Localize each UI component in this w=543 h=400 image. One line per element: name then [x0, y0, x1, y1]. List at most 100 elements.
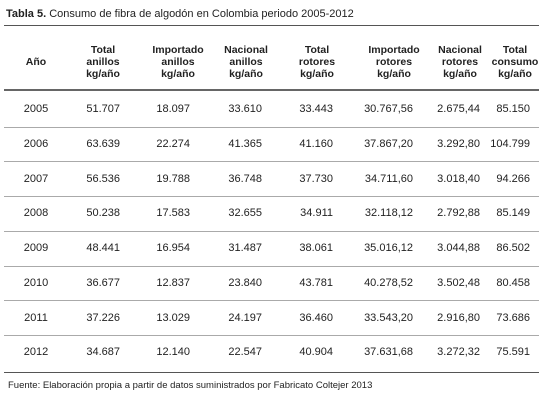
- row-separator: [4, 266, 539, 267]
- value-cell: 2.916,80: [437, 311, 480, 324]
- value-cell: 40.904: [299, 346, 333, 359]
- value-cell: 40.278,52: [364, 276, 413, 289]
- footnote: Fuente: Elaboración propia a partir de d…: [8, 380, 373, 391]
- title: Tabla 5. Consumo de fibra de algodón en …: [6, 8, 354, 20]
- rule: [4, 372, 539, 373]
- row-separator: [4, 300, 539, 301]
- value-cell: 2.792,88: [437, 207, 480, 220]
- rule: [4, 89, 539, 91]
- value-cell: 3.502,48: [437, 276, 480, 289]
- year-cell: 2007: [23, 172, 49, 185]
- year-cell: 2011: [24, 311, 48, 324]
- value-cell: 33.610: [228, 103, 262, 116]
- year-cell: 2010: [23, 276, 49, 289]
- value-cell: 33.443: [299, 103, 333, 116]
- row-separator: [4, 161, 539, 162]
- value-cell: 104.799: [490, 138, 530, 151]
- value-cell: 38.061: [299, 242, 333, 255]
- value-cell: 48.441: [86, 242, 120, 255]
- row-separator: [4, 335, 539, 336]
- year-cell: 2008: [23, 207, 49, 220]
- value-cell: 63.639: [86, 138, 120, 151]
- column-header: kg/año: [229, 68, 263, 80]
- column-header: Total: [304, 44, 330, 56]
- value-cell: 36.677: [86, 276, 120, 289]
- value-cell: 37.226: [86, 311, 120, 324]
- value-cell: 3.018,40: [437, 172, 480, 185]
- value-cell: 41.365: [228, 138, 262, 151]
- value-cell: 2.675,44: [437, 103, 480, 116]
- value-cell: 22.274: [156, 138, 190, 151]
- value-cell: 94.266: [496, 172, 530, 185]
- value-cell: 73.686: [496, 311, 530, 324]
- value-cell: 34.911: [300, 207, 333, 220]
- year-cell: 2009: [23, 242, 49, 255]
- value-cell: 86.502: [496, 242, 530, 255]
- value-cell: 51.707: [86, 103, 120, 116]
- value-cell: 43.781: [299, 276, 333, 289]
- value-cell: 37.631,68: [364, 346, 413, 359]
- row-separator: [4, 196, 539, 197]
- row-separator: [4, 231, 539, 232]
- column-header: Importado: [152, 44, 204, 56]
- column-header: anillos: [86, 56, 120, 68]
- column-header: Importado: [368, 44, 420, 56]
- value-cell: 35.016,12: [364, 242, 413, 255]
- value-cell: 18.097: [156, 103, 190, 116]
- table-label: Tabla 5.: [6, 8, 47, 20]
- row-separator: [4, 127, 539, 128]
- column-header: anillos: [229, 56, 263, 68]
- value-cell: 85.150: [496, 103, 530, 116]
- year-cell: 2006: [23, 138, 49, 151]
- column-header: Nacional: [438, 44, 482, 56]
- column-header: kg/año: [443, 68, 477, 80]
- year-cell: 2012: [23, 346, 49, 359]
- column-header: rotores: [375, 56, 413, 68]
- value-cell: 22.547: [228, 346, 262, 359]
- value-cell: 3.292,80: [437, 138, 480, 151]
- column-header: kg/año: [498, 68, 532, 80]
- value-cell: 41.160: [299, 138, 333, 151]
- value-cell: 12.837: [156, 276, 190, 289]
- value-cell: 37.730: [299, 172, 333, 185]
- value-cell: 3.044,88: [437, 242, 480, 255]
- value-cell: 56.536: [86, 172, 120, 185]
- value-cell: 30.767,56: [364, 103, 413, 116]
- column-header: kg/año: [300, 68, 334, 80]
- value-cell: 34.711,60: [364, 172, 413, 185]
- value-cell: 3.272,32: [437, 346, 480, 359]
- value-cell: 85.149: [496, 207, 530, 220]
- column-header: kg/año: [161, 68, 195, 80]
- column-header: kg/año: [86, 68, 120, 80]
- value-cell: 32.118,12: [364, 207, 413, 220]
- value-cell: 31.487: [228, 242, 262, 255]
- value-cell: 32.655: [228, 207, 262, 220]
- table-title: Consumo de fibra de algodón en Colombia …: [49, 8, 354, 20]
- value-cell: 24.197: [228, 311, 262, 324]
- column-header: rotores: [298, 56, 336, 68]
- value-cell: 50.238: [86, 207, 120, 220]
- value-cell: 36.748: [228, 172, 262, 185]
- column-header: Año: [25, 56, 47, 68]
- value-cell: 80.458: [496, 276, 530, 289]
- column-header: kg/año: [377, 68, 411, 80]
- column-header: Nacional: [224, 44, 268, 56]
- value-cell: 12.140: [156, 346, 190, 359]
- value-cell: 19.788: [156, 172, 190, 185]
- column-header: Total: [502, 44, 528, 56]
- value-cell: 36.460: [299, 311, 333, 324]
- value-cell: 34.687: [86, 346, 120, 359]
- value-cell: 33.543,20: [364, 311, 413, 324]
- value-cell: 75.591: [496, 346, 530, 359]
- column-header: anillos: [161, 56, 195, 68]
- rule: [4, 25, 539, 26]
- value-cell: 23.840: [228, 276, 262, 289]
- value-cell: 13.029: [156, 311, 190, 324]
- value-cell: 16.954: [156, 242, 190, 255]
- value-cell: 37.867,20: [364, 138, 413, 151]
- value-cell: 17.583: [156, 207, 190, 220]
- column-header: rotores: [441, 56, 479, 68]
- column-header: Total: [90, 44, 116, 56]
- column-header: consumo: [491, 56, 539, 68]
